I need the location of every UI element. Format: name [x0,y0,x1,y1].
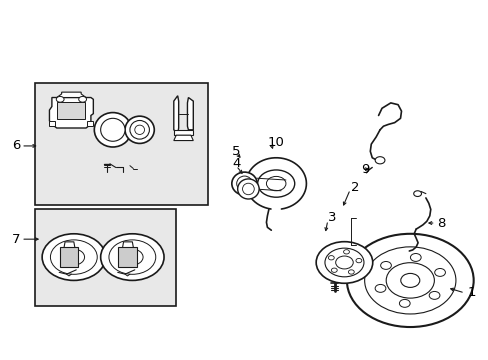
Circle shape [331,268,337,273]
Text: 4: 4 [232,157,240,170]
Circle shape [380,261,390,269]
Text: 5: 5 [232,145,240,158]
Circle shape [56,96,64,102]
Text: 10: 10 [267,136,284,149]
Polygon shape [173,96,178,134]
Circle shape [343,250,349,254]
Ellipse shape [101,118,125,141]
Text: 9: 9 [361,163,369,176]
Polygon shape [173,130,193,135]
Circle shape [374,157,384,164]
Circle shape [409,253,420,261]
Polygon shape [87,121,93,126]
Circle shape [325,248,363,277]
Bar [35,209,176,306]
Circle shape [364,247,455,314]
Ellipse shape [135,125,144,134]
Circle shape [413,191,421,197]
Ellipse shape [125,116,154,143]
Ellipse shape [236,176,252,191]
Polygon shape [173,135,193,140]
Text: 6: 6 [12,139,20,152]
Circle shape [266,176,285,191]
Ellipse shape [94,113,131,147]
Circle shape [316,242,372,283]
Circle shape [355,258,361,263]
Circle shape [42,234,105,280]
Text: 7: 7 [12,233,20,246]
Circle shape [399,300,409,307]
Circle shape [335,256,352,269]
Circle shape [374,284,385,292]
Bar [57,102,85,119]
Ellipse shape [242,183,254,195]
Text: 8: 8 [436,216,445,230]
Ellipse shape [231,172,257,195]
Circle shape [79,96,86,102]
Circle shape [50,240,97,274]
Polygon shape [187,98,193,130]
Text: 2: 2 [350,181,359,194]
Circle shape [328,256,334,260]
Ellipse shape [130,121,149,139]
Text: 3: 3 [328,211,336,224]
Bar [35,83,207,205]
Circle shape [428,292,439,299]
Bar [118,247,137,267]
Circle shape [347,270,353,274]
Circle shape [63,249,84,265]
Polygon shape [49,121,55,126]
Polygon shape [49,98,93,128]
Circle shape [257,170,294,197]
Circle shape [386,263,433,298]
Circle shape [122,249,143,265]
Circle shape [101,234,163,280]
Circle shape [400,273,419,287]
Circle shape [346,234,473,327]
Text: 1: 1 [467,287,475,300]
Ellipse shape [237,179,259,199]
Polygon shape [57,92,86,98]
Circle shape [109,240,156,274]
Circle shape [434,269,445,276]
Bar [60,247,78,267]
